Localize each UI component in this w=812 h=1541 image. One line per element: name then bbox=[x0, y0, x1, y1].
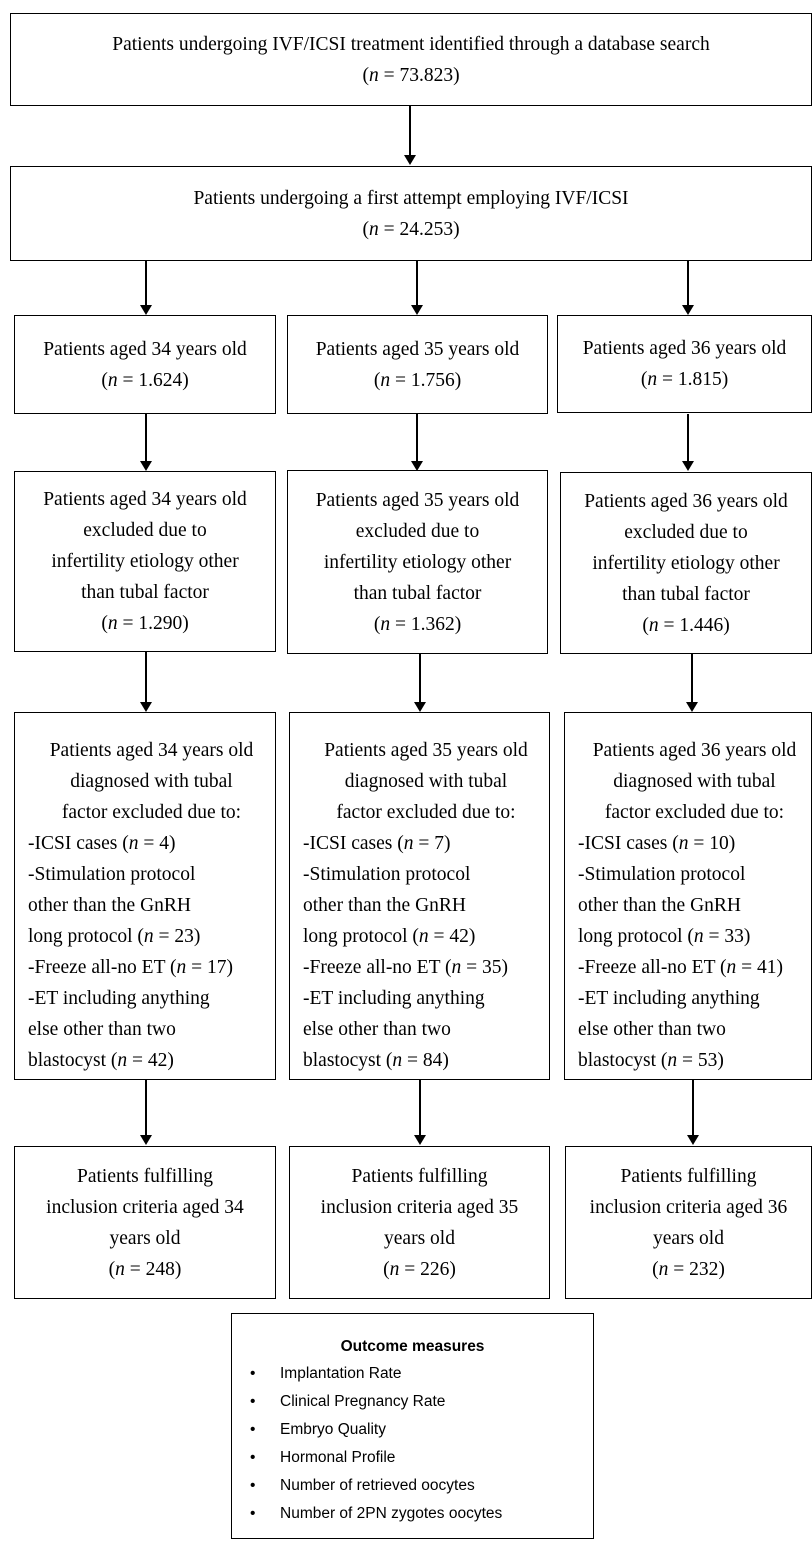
box-first-attempt: Patients undergoing a first attempt empl… bbox=[10, 166, 812, 261]
box-database-search: Patients undergoing IVF/ICSI treatment i… bbox=[10, 13, 812, 106]
bullet-icon: • bbox=[250, 1393, 256, 1410]
outcome-item: • Embryo Quality bbox=[250, 1416, 593, 1444]
box-aged-36: Patients aged 36 years old (n = 1.815) bbox=[557, 315, 812, 413]
box-included-36: Patients fulfilling inclusion criteria a… bbox=[565, 1146, 812, 1299]
box-aged-34-count: 1.624 bbox=[138, 369, 183, 391]
box-aged-35-count: 1.756 bbox=[410, 369, 455, 391]
box-aged-35: Patients aged 35 years old (n = 1.756) bbox=[287, 315, 548, 414]
box-aged-36-count: 1.815 bbox=[677, 369, 722, 390]
box-excluded-tubal-36: Patients aged 36 years old diagnosed wit… bbox=[564, 712, 812, 1080]
outcome-item: • Number of 2PN zygotes oocytes bbox=[250, 1500, 593, 1528]
bullet-icon: • bbox=[250, 1505, 256, 1522]
box-database-search-text: Patients undergoing IVF/ICSI treatment i… bbox=[112, 33, 710, 55]
box-excluded-tubal-34: Patients aged 34 years old diagnosed wit… bbox=[14, 712, 276, 1080]
box-first-attempt-text: Patients undergoing a first attempt empl… bbox=[193, 187, 629, 209]
outcome-item: • Number of retrieved oocytes bbox=[250, 1472, 593, 1500]
box-included-34: Patients fulfilling inclusion criteria a… bbox=[14, 1146, 276, 1299]
bullet-icon: • bbox=[250, 1449, 256, 1466]
box-first-attempt-count: 24.253 bbox=[399, 218, 454, 240]
outcome-title: Outcome measures bbox=[340, 1338, 485, 1355]
bullet-icon: • bbox=[250, 1477, 256, 1494]
outcome-item: • Hormonal Profile bbox=[250, 1444, 593, 1472]
bullet-icon: • bbox=[250, 1365, 256, 1382]
box-database-search-count: 73.823 bbox=[399, 64, 454, 86]
box-excluded-tubal-35: Patients aged 35 years old diagnosed wit… bbox=[289, 712, 550, 1080]
outcome-item: • Implantation Rate bbox=[250, 1360, 593, 1388]
box-aged-34: Patients aged 34 years old (n = 1.624) bbox=[14, 315, 276, 414]
bullet-icon: • bbox=[250, 1421, 256, 1438]
box-included-35: Patients fulfilling inclusion criteria a… bbox=[289, 1146, 550, 1299]
outcome-item: • Clinical Pregnancy Rate bbox=[250, 1388, 593, 1416]
box-excluded-etiology-34: Patients aged 34 years old excluded due … bbox=[14, 471, 276, 652]
box-outcome-measures: Outcome measures • Implantation Rate • Cli… bbox=[231, 1313, 594, 1539]
box-excluded-etiology-35: Patients aged 35 years old excluded due … bbox=[287, 470, 548, 654]
box-excluded-etiology-36: Patients aged 36 years old excluded due … bbox=[560, 472, 812, 654]
outcome-list: • Implantation Rate • Clinical Pregnancy R… bbox=[232, 1360, 593, 1528]
